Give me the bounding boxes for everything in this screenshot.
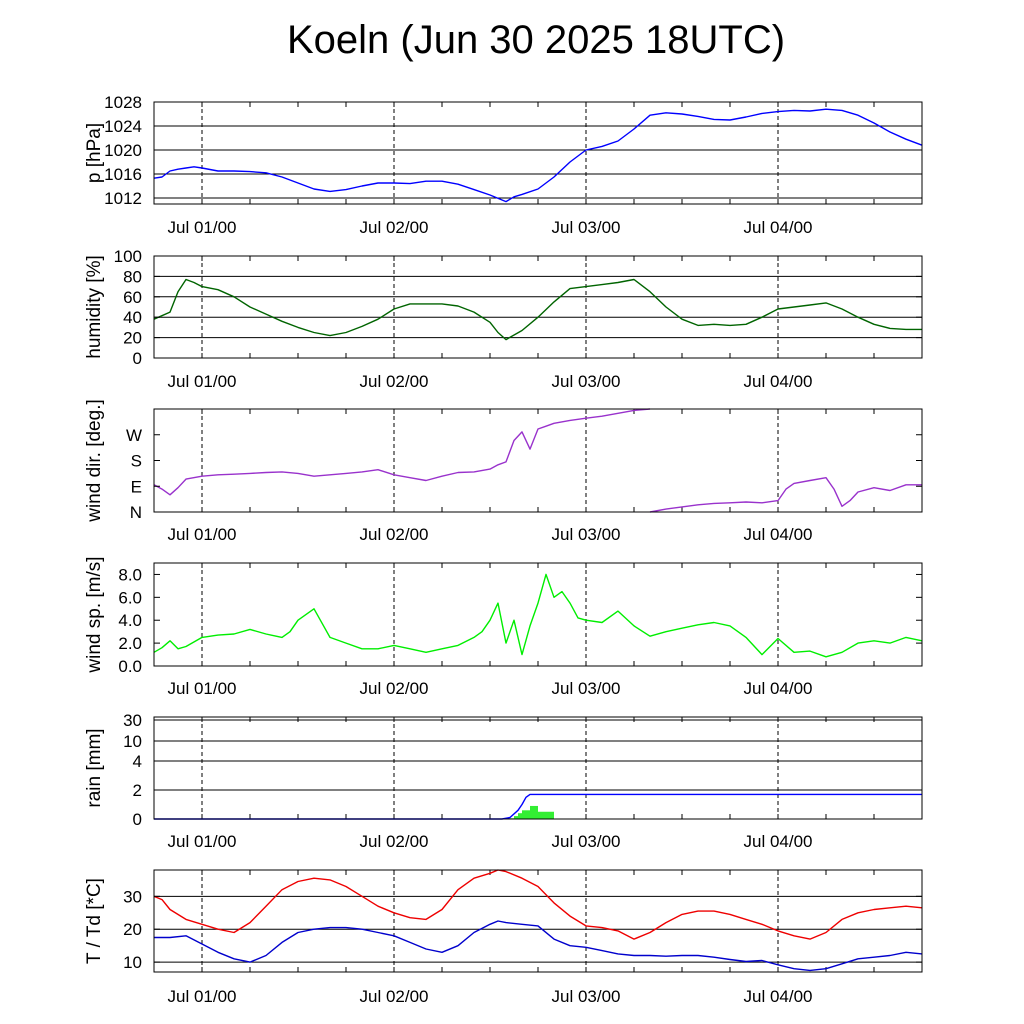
panel-frame xyxy=(153,869,923,973)
y-tick-label: 10 xyxy=(123,732,142,751)
series-line-1 xyxy=(153,573,923,658)
y-tick-label: 1016 xyxy=(104,165,142,184)
panel-6: 10 20 30 T / Td [*C] Jul 01/00 Jul 02/00 Jul 0… xyxy=(84,869,923,1006)
x-tick-label: Jul 04/00 xyxy=(744,372,813,391)
y-axis-label: rain [mm] xyxy=(84,728,105,807)
rain-bar xyxy=(538,811,546,819)
series-line-1 xyxy=(153,408,651,496)
panel-frame xyxy=(153,101,923,205)
x-tick-label: Jul 03/00 xyxy=(552,525,621,544)
y-tick-label: 20 xyxy=(123,329,142,348)
y-tick-label: 80 xyxy=(123,267,142,286)
y-tick-label: 2.0 xyxy=(118,634,142,653)
y-axis-label: p [hPa] xyxy=(84,123,105,183)
y-axis-label: wind sp. [m/s] xyxy=(84,556,105,673)
x-tick-label: Jul 01/00 xyxy=(168,679,237,698)
y-tick-label: 10 xyxy=(123,953,142,972)
x-tick-label: Jul 01/00 xyxy=(168,372,237,391)
x-tick-label: Jul 04/00 xyxy=(744,987,813,1006)
y-tick-label: 1024 xyxy=(104,117,142,136)
y-axis-label: T / Td [*C] xyxy=(84,878,105,964)
series-line-2 xyxy=(649,477,922,513)
x-tick-label: Jul 01/00 xyxy=(168,987,237,1006)
x-tick-label: Jul 01/00 xyxy=(168,525,237,544)
y-tick-label: 20 xyxy=(123,920,142,939)
y-tick-label: 2 xyxy=(133,781,142,800)
y-tick-label: N xyxy=(130,503,142,522)
x-tick-label: Jul 02/00 xyxy=(360,832,429,851)
x-tick-label: Jul 02/00 xyxy=(360,987,429,1006)
x-tick-label: Jul 03/00 xyxy=(552,372,621,391)
x-tick-label: Jul 02/00 xyxy=(360,525,429,544)
x-tick-label: Jul 03/00 xyxy=(552,679,621,698)
y-tick-label: 100 xyxy=(114,247,142,266)
rain-bar xyxy=(522,810,530,819)
panel-frame xyxy=(153,408,923,513)
x-tick-label: Jul 04/00 xyxy=(744,218,813,237)
x-tick-label: Jul 04/00 xyxy=(744,832,813,851)
x-tick-label: Jul 03/00 xyxy=(552,987,621,1006)
panel-frame xyxy=(153,562,923,667)
panel-frame xyxy=(153,716,923,820)
x-tick-label: Jul 02/00 xyxy=(360,372,429,391)
y-tick-label: 1012 xyxy=(104,189,142,208)
y-tick-label: S xyxy=(131,452,142,471)
panel-5: 0 2 410 30 rain [mm] Jul 01/00 Jul 02/00 Jul 03… xyxy=(84,711,923,851)
chart-title: Koeln (Jun 30 2025 18UTC) xyxy=(286,18,786,62)
y-tick-label: 0 xyxy=(133,810,142,829)
y-tick-label: 4.0 xyxy=(118,611,142,630)
y-tick-label: 0.0 xyxy=(118,657,142,676)
y-tick-label: 60 xyxy=(123,288,142,307)
rain-bar xyxy=(530,805,538,819)
rain-bar xyxy=(518,813,522,819)
x-tick-label: Jul 02/00 xyxy=(360,679,429,698)
y-tick-label: 1020 xyxy=(104,141,142,160)
rain-bar xyxy=(514,816,518,819)
series-line-1 xyxy=(153,108,923,203)
y-tick-label: 1028 xyxy=(104,93,142,112)
y-tick-label: 30 xyxy=(123,887,142,906)
series-line-1 xyxy=(153,278,922,341)
x-tick-label: Jul 01/00 xyxy=(168,218,237,237)
y-axis-label: wind dir. [deg.] xyxy=(84,399,105,523)
series-line-2 xyxy=(154,920,923,972)
y-axis-label: humidity [%] xyxy=(84,255,105,358)
x-tick-label: Jul 04/00 xyxy=(744,679,813,698)
y-tick-label: 30 xyxy=(123,711,142,730)
panel-frame xyxy=(153,255,923,359)
y-tick-label: 6.0 xyxy=(118,588,142,607)
y-tick-label: 8.0 xyxy=(118,565,142,584)
panel-4: 0.0 2.0 4.0 6.0 8.0 wind sp. [m/s] Jul 01/00 Ju… xyxy=(84,556,923,698)
y-tick-label: 40 xyxy=(123,308,142,327)
x-tick-label: Jul 04/00 xyxy=(744,525,813,544)
x-tick-label: Jul 03/00 xyxy=(552,218,621,237)
rain-bar xyxy=(546,811,554,819)
y-tick-label: 0 xyxy=(133,349,142,368)
panel-1: 1012 1016 1020 1024 1028 p [hPa] Jul 01/00 Jul … xyxy=(84,93,923,237)
series-line-1 xyxy=(153,869,923,940)
y-tick-label: 4 xyxy=(133,752,142,771)
x-tick-label: Jul 03/00 xyxy=(552,832,621,851)
x-tick-label: Jul 02/00 xyxy=(360,218,429,237)
y-tick-label: W xyxy=(126,426,142,445)
x-tick-label: Jul 01/00 xyxy=(168,832,237,851)
y-tick-label: E xyxy=(131,477,142,496)
